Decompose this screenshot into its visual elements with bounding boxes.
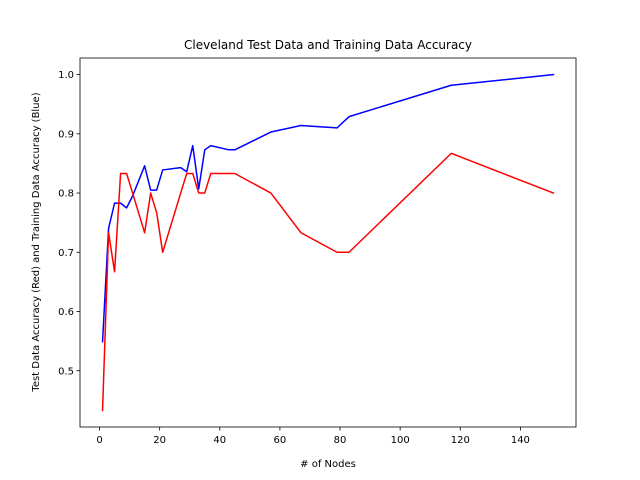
plot-area-frame: [79, 57, 577, 428]
y-axis-label: Test Data Accuracy (Red) and Training Da…: [31, 92, 42, 392]
y-axis: 0.5 0.6 0.7 0.8 0.9 1.0: [58, 70, 80, 377]
x-axis-label: # of Nodes: [300, 459, 356, 470]
x-tick-label: 0: [96, 435, 102, 446]
chart-title: Cleveland Test Data and Training Data Ac…: [184, 38, 472, 52]
series-layer: [101, 73, 555, 412]
y-tick-label: 0.6: [58, 307, 74, 318]
y-tick-label: 1.0: [58, 70, 74, 81]
x-tick-label: 80: [334, 435, 347, 446]
x-tick-label: 60: [274, 435, 287, 446]
y-tick-label: 0.5: [58, 366, 74, 377]
x-tick-label: 120: [451, 435, 470, 446]
x-tick-label: 40: [213, 435, 226, 446]
training-accuracy-line: [101, 73, 555, 343]
test-accuracy-line: [101, 152, 555, 412]
y-tick-label: 0.9: [58, 129, 74, 140]
x-axis: 0 20 40 60 80 100 120 140: [96, 427, 530, 446]
y-tick-label: 0.8: [58, 189, 74, 200]
x-tick-label: 20: [153, 435, 166, 446]
x-tick-label: 140: [511, 435, 530, 446]
x-tick-label: 100: [391, 435, 410, 446]
y-tick-label: 0.7: [58, 248, 74, 259]
